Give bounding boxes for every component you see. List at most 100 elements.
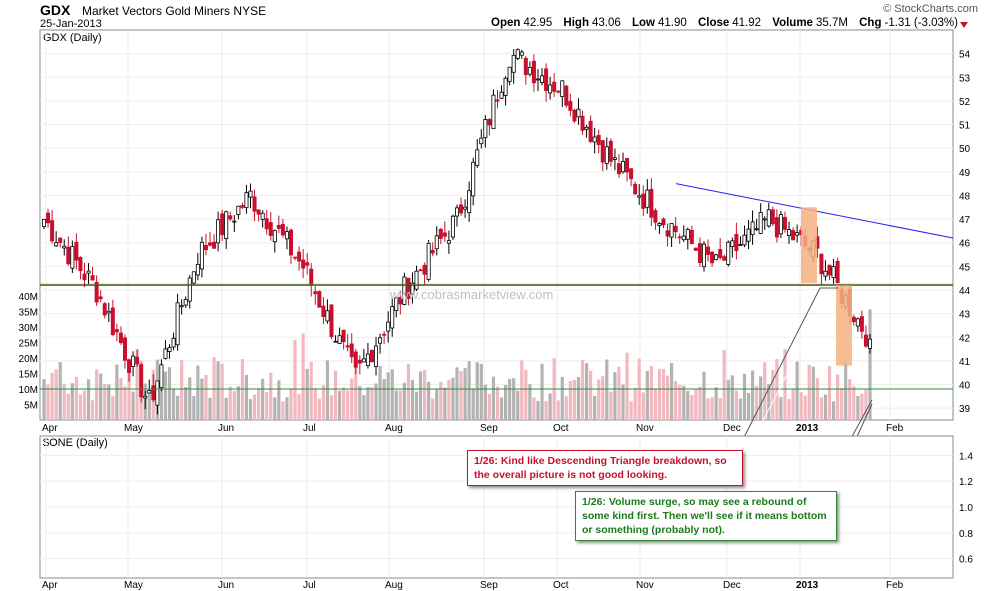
chg-value: -1.31 (-3.03%) [884, 17, 958, 29]
volume-bar [256, 388, 261, 420]
candle-body [746, 228, 751, 242]
volume-y-tick: 10M [19, 385, 38, 396]
candle-body [309, 268, 314, 286]
price-y-tick: 48 [959, 191, 971, 202]
candle-body [86, 270, 91, 274]
volume-bar [362, 395, 366, 420]
candle-body [718, 249, 723, 259]
candle-body [418, 269, 423, 272]
volume-bar [495, 386, 500, 420]
volume-label: Volume [772, 17, 813, 29]
candle-body [155, 380, 160, 406]
candle-body [345, 345, 350, 348]
candle-body [507, 66, 512, 82]
candle-body [714, 254, 719, 261]
volume-bar [192, 396, 196, 420]
stockcharts-brand[interactable]: © StockCharts.com [883, 3, 978, 15]
volume-bar [406, 363, 411, 420]
volume-bar [224, 397, 228, 420]
candle-body [827, 264, 832, 276]
chart-date: 25-Jan-2013 [40, 18, 102, 30]
candle-body [863, 334, 868, 347]
candle-body [378, 337, 383, 344]
candle-body [519, 51, 524, 56]
candle-body [58, 237, 63, 243]
candle-body [572, 109, 577, 122]
volume-bar [848, 379, 852, 420]
candle-body [645, 189, 650, 208]
candle-body [782, 216, 787, 230]
one-x-tick: Aug [385, 580, 403, 591]
volume-bar [127, 369, 131, 420]
volume-bar [269, 372, 273, 420]
candle-body [264, 218, 269, 230]
annotation-green: 1/26: Volume surge, so may see a rebound… [575, 491, 837, 541]
volume-bar [783, 349, 787, 420]
candle-body [762, 218, 767, 221]
volume-bar [653, 388, 658, 420]
candle-body [143, 395, 148, 399]
volume-bar [176, 395, 180, 420]
volume-bar [706, 398, 710, 420]
candle-body [649, 188, 654, 218]
candle-body [353, 351, 358, 368]
candle-body [600, 140, 605, 163]
volume-bar [301, 333, 305, 420]
candle-body [329, 304, 334, 338]
candle-body [661, 218, 666, 226]
price-y-tick: 42 [959, 333, 971, 344]
volume-bar [370, 387, 374, 420]
candle-body [139, 364, 144, 398]
candle-body [831, 266, 836, 279]
price-y-tick: 54 [959, 50, 971, 61]
volume-bar [572, 379, 577, 420]
high-label: High [563, 17, 589, 29]
candle-body [584, 126, 589, 130]
candle-body [738, 244, 743, 247]
candle-body [697, 243, 702, 263]
volume-bar [589, 370, 593, 420]
volume-bar [730, 375, 734, 420]
volume-bar [491, 376, 496, 420]
one-y-tick: 1.2 [959, 477, 973, 488]
volume-bar [759, 376, 763, 420]
one-y-tick: 0.8 [959, 529, 973, 540]
volume-bar [342, 387, 346, 420]
candle-body [653, 210, 658, 223]
candle-body [240, 205, 245, 208]
candle-body [382, 333, 387, 336]
exchange-label: NYSE [233, 4, 267, 18]
volume-bar [378, 366, 382, 420]
volume-bar [435, 389, 439, 420]
candle-body [195, 263, 200, 276]
volume-bar [767, 384, 771, 420]
one-y-tick: 0.6 [959, 555, 973, 566]
volume-bar [402, 382, 406, 420]
security-name-text: Market Vectors Gold Miners [82, 4, 231, 18]
candle-body [726, 241, 731, 265]
candle-body [374, 345, 379, 367]
volume-bar [665, 375, 670, 420]
candle-body [349, 343, 354, 358]
candle-body [422, 264, 427, 275]
volume-bar [710, 397, 714, 420]
candle-body [750, 221, 755, 236]
volume-bar [103, 383, 107, 420]
candle-body [855, 318, 860, 327]
candle-body [625, 157, 630, 173]
candle-body [252, 196, 257, 212]
volume-bar [58, 362, 62, 420]
volume-bar [358, 386, 362, 420]
close-value: 41.92 [732, 17, 762, 29]
volume-y-tick: 30M [19, 323, 38, 334]
candle-body [438, 228, 443, 239]
one-x-tick: Oct [553, 580, 569, 591]
candle-body [673, 225, 678, 233]
volume-bar [273, 397, 277, 420]
volume-bar [99, 373, 103, 420]
candle-body [770, 209, 775, 225]
candle-body [491, 94, 496, 130]
volume-bar [42, 379, 46, 420]
candle-body [333, 340, 338, 343]
